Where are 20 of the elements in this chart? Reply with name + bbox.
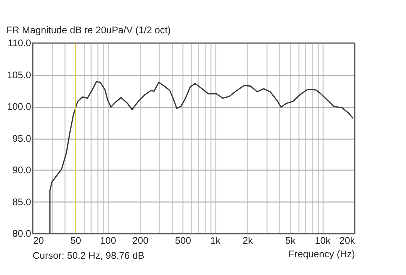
text: Cursor: 50.2 Hz, 98.76 dB bbox=[32, 250, 145, 262]
y-tick-label: 80.0 bbox=[12, 229, 32, 240]
x-tick-label: 100 bbox=[100, 236, 116, 247]
y-tick-label: 100.0 bbox=[7, 102, 32, 114]
y-tick-label: 95.0 bbox=[12, 134, 32, 145]
x-tick-label: 50 bbox=[70, 236, 82, 247]
x-tick-label: 2k bbox=[242, 236, 254, 247]
x-tick-label: 200 bbox=[132, 236, 149, 247]
x-tick-label: 10k bbox=[315, 236, 331, 247]
x-tick-label: 500 bbox=[175, 236, 192, 247]
x-tick-label: 20 bbox=[33, 236, 44, 247]
x-tick-label: 5k bbox=[286, 236, 296, 247]
x-tick-label: 20k bbox=[340, 236, 356, 247]
y-tick-label: 105.0 bbox=[7, 70, 32, 82]
chart-title: FR Magnitude dB re 20uPa/V (1/2 oct) bbox=[6, 26, 171, 37]
x-axis-title: Frequency (Hz) bbox=[288, 249, 356, 260]
y-tick-label: 85.0 bbox=[12, 197, 32, 208]
x-tick-label: 1k bbox=[210, 236, 221, 247]
y-tick-label: 110.0 bbox=[8, 38, 32, 50]
y-tick-label: 90.0 bbox=[12, 166, 32, 177]
